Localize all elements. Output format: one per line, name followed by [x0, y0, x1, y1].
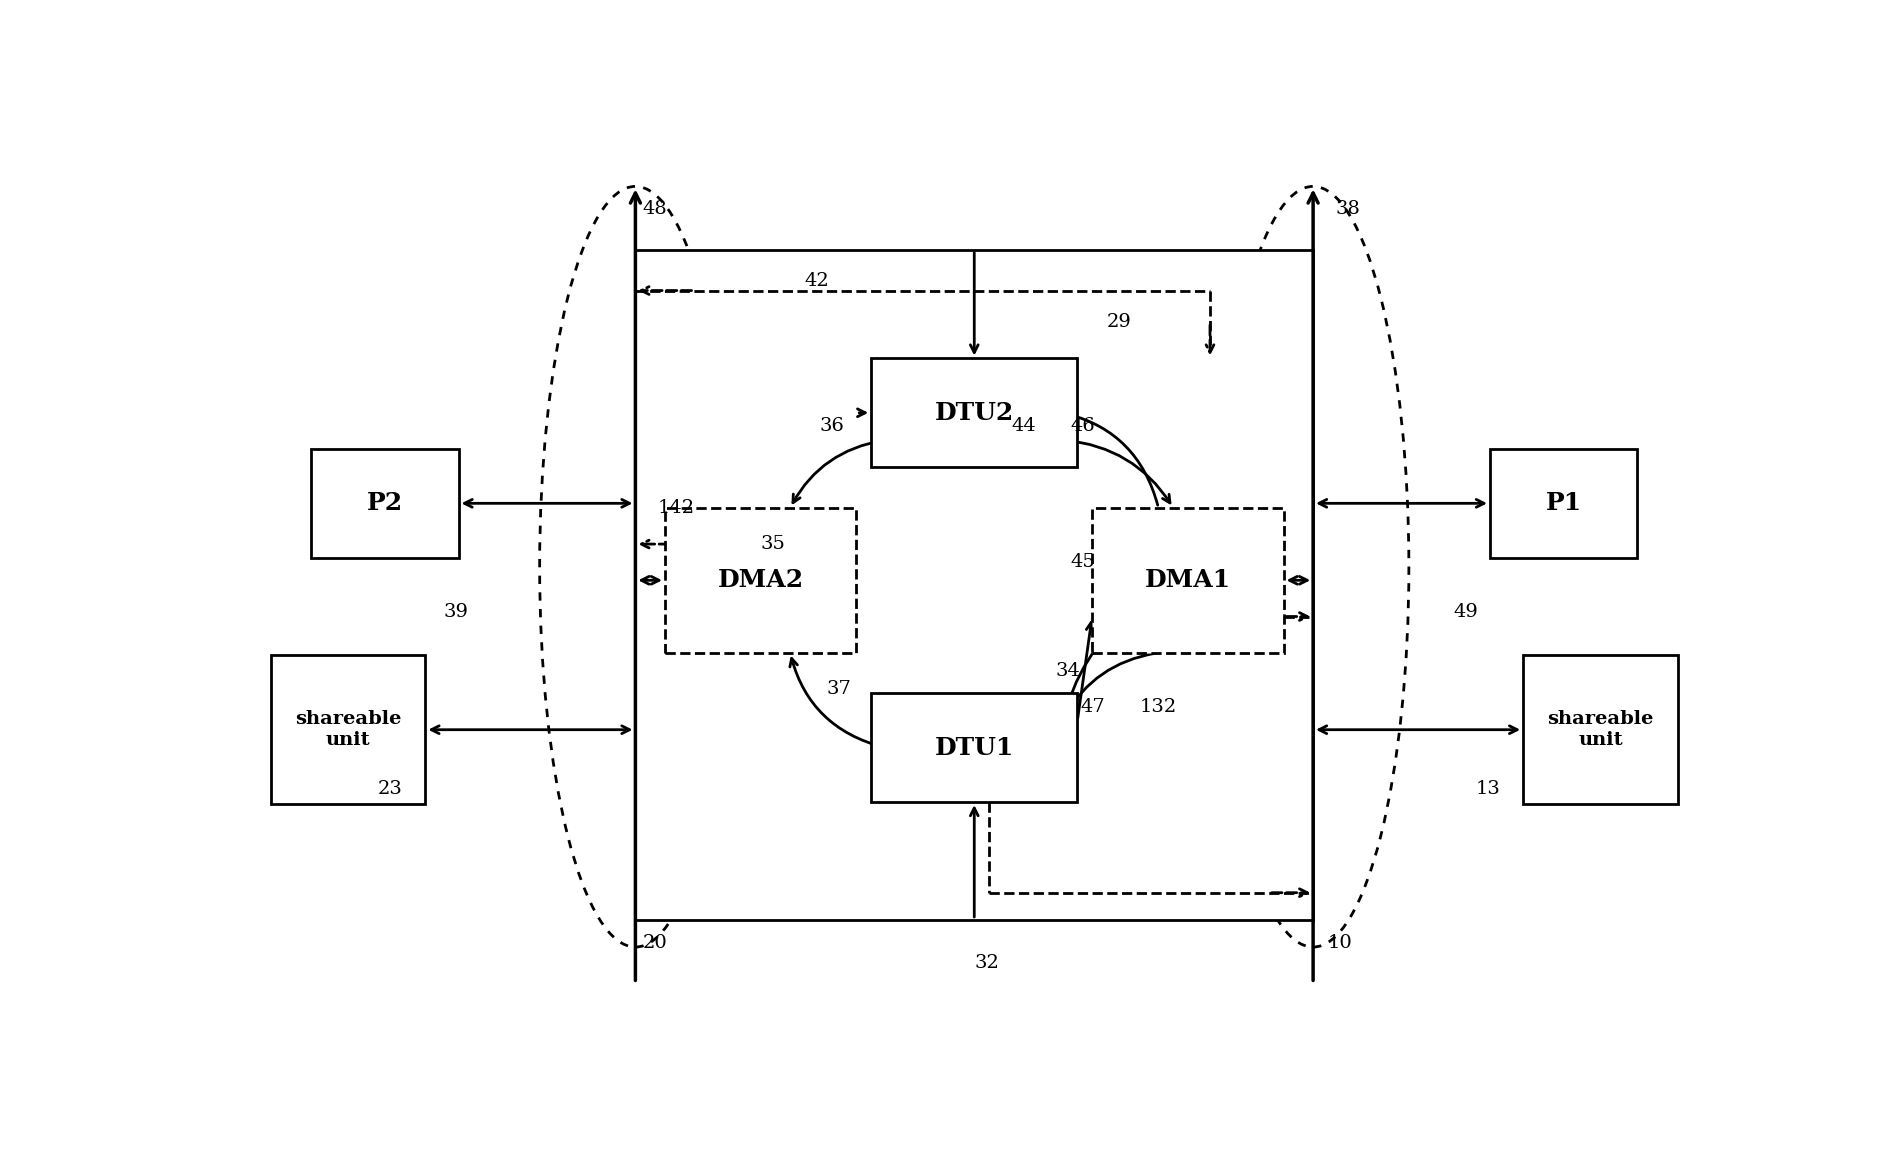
- Text: 142: 142: [658, 499, 694, 517]
- Text: DMA1: DMA1: [1144, 568, 1232, 593]
- Text: 38: 38: [1335, 200, 1359, 218]
- Text: 20: 20: [643, 934, 667, 951]
- Text: 44: 44: [1011, 417, 1036, 435]
- Text: 42: 42: [804, 273, 829, 290]
- Text: 29: 29: [1106, 313, 1131, 332]
- FancyBboxPatch shape: [1490, 449, 1637, 557]
- Text: 23: 23: [378, 780, 403, 797]
- FancyBboxPatch shape: [871, 359, 1078, 467]
- Text: 45: 45: [1070, 553, 1095, 572]
- Text: 46: 46: [1070, 417, 1095, 435]
- FancyBboxPatch shape: [270, 655, 426, 804]
- Text: P2: P2: [367, 492, 403, 515]
- FancyBboxPatch shape: [1523, 655, 1679, 804]
- FancyBboxPatch shape: [635, 249, 1314, 920]
- Text: 47: 47: [1080, 699, 1104, 716]
- Text: 10: 10: [1329, 934, 1354, 951]
- Text: 37: 37: [827, 680, 852, 699]
- Text: shareable
unit: shareable unit: [1547, 710, 1654, 749]
- Text: 13: 13: [1475, 780, 1500, 797]
- Text: 49: 49: [1452, 603, 1477, 621]
- FancyBboxPatch shape: [1093, 508, 1283, 653]
- Text: 36: 36: [819, 417, 844, 435]
- FancyBboxPatch shape: [871, 694, 1078, 802]
- FancyBboxPatch shape: [665, 508, 855, 653]
- Text: DTU1: DTU1: [935, 736, 1013, 760]
- Text: 35: 35: [760, 535, 785, 553]
- Text: 34: 34: [1055, 662, 1080, 680]
- Text: 132: 132: [1139, 699, 1177, 716]
- FancyBboxPatch shape: [312, 449, 458, 557]
- Text: 39: 39: [445, 603, 470, 621]
- Text: 48: 48: [643, 200, 667, 218]
- Text: 32: 32: [975, 955, 1000, 973]
- Text: shareable
unit: shareable unit: [295, 710, 401, 749]
- Text: P1: P1: [1546, 492, 1582, 515]
- Text: DTU2: DTU2: [935, 401, 1013, 425]
- Text: DMA2: DMA2: [717, 568, 804, 593]
